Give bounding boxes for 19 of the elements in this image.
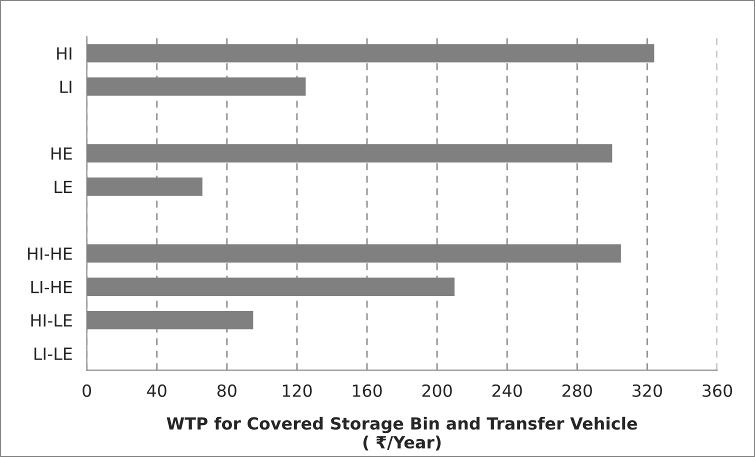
y-tick-label: HE — [52, 148, 72, 160]
y-tick-label: LE — [54, 180, 72, 194]
x-tick-label: 200 — [422, 384, 452, 397]
x-tick-label: 280 — [562, 384, 592, 397]
y-tick-label: HI-HE — [28, 248, 72, 260]
x-tick-label: 320 — [632, 384, 662, 397]
x-tick-label: 240 — [492, 384, 522, 397]
x-tick-label: 0 — [82, 384, 92, 397]
x-tick-label: 40 — [147, 384, 166, 397]
y-tick-label: LI — [60, 80, 72, 93]
y-tick-label: LI-LE — [34, 348, 72, 360]
x-tick-label: 120 — [282, 384, 312, 397]
y-tick-label: HI-LE — [31, 314, 72, 326]
x-tick-label: 160 — [352, 384, 382, 397]
x-axis-title: WTP for Covered Storage Bin and Transfer Vehicle ( ₹/Year) — [166, 416, 638, 451]
y-tick-label: LI-HE — [31, 280, 72, 294]
x-tick-label: 80 — [217, 384, 236, 397]
y-tick-label: HI — [57, 47, 72, 60]
x-tick-label: 360 — [702, 384, 732, 397]
